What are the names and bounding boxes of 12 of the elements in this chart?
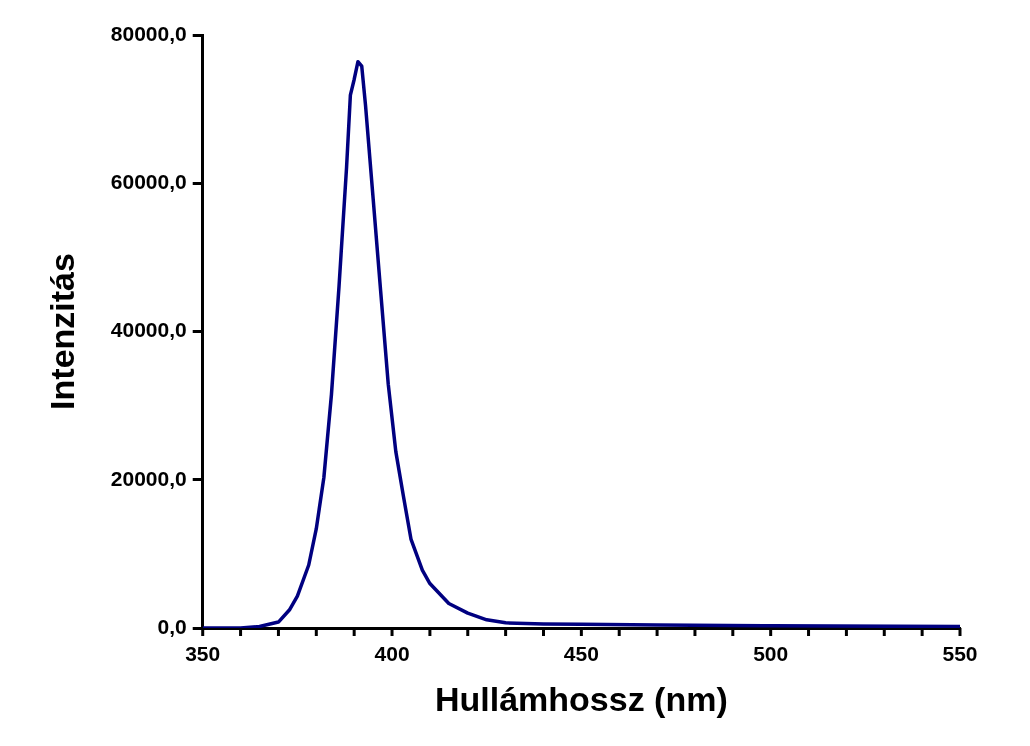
y-axis-title: Intenzitás [42, 253, 81, 410]
x-tick-label: 450 [563, 642, 599, 666]
y-tick-label: 20000,0 [110, 466, 187, 490]
x-tick-label: 500 [753, 642, 789, 666]
x-axis-title: Hullámhossz (nm) [434, 679, 728, 718]
y-tick-label: 80000,0 [110, 21, 187, 45]
x-tick-label: 350 [185, 642, 221, 666]
x-tick-label: 550 [942, 642, 978, 666]
x-tick-label: 400 [374, 642, 410, 666]
y-tick-label: 40000,0 [110, 318, 187, 342]
y-tick-label: 60000,0 [110, 170, 187, 194]
y-tick-label: 0,0 [157, 614, 187, 638]
